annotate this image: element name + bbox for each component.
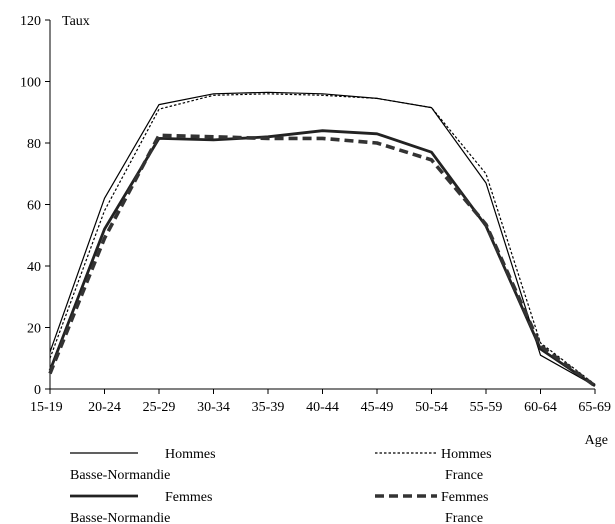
y-tick-label: 100 <box>20 76 41 91</box>
y-tick-label: 0 <box>34 383 41 398</box>
y-tick-label: 120 <box>20 14 41 29</box>
legend-label-line2: France <box>445 511 483 524</box>
legend-label-line1: Hommes <box>441 447 492 462</box>
x-tick-label: 60-64 <box>524 400 557 415</box>
y-tick-label: 80 <box>27 137 41 152</box>
y-axis-title: Taux <box>62 14 90 29</box>
legend-label-line1: Femmes <box>165 490 212 505</box>
x-tick-label: 25-29 <box>143 400 176 415</box>
x-tick-label: 15-19 <box>30 400 63 415</box>
x-tick-label: 45-49 <box>361 400 394 415</box>
series-path <box>49 91 596 387</box>
series-line-2 <box>49 93 596 385</box>
axes: 0 20 40 60 80 100 120 15-19 20-24 25-29 30-34 35-3… <box>20 14 611 448</box>
y-tick-label: 60 <box>27 199 41 214</box>
x-axis-title: Age <box>585 433 608 448</box>
x-tick-label: 40-44 <box>306 400 339 415</box>
legend-label-line2: Basse-Normandie <box>70 468 170 483</box>
x-tick-label: 55-59 <box>470 400 503 415</box>
y-tick-label: 40 <box>27 260 41 275</box>
x-tick-label: 20-24 <box>88 400 121 415</box>
series-path <box>49 93 596 385</box>
x-ticks: 15-19 20-24 25-29 30-34 35-39 40-44 45-49 50-54… <box>30 389 611 415</box>
legend: Hommes Basse-Normandie Hommes France Femmes B… <box>70 447 492 524</box>
legend-item-4: Femmes France <box>375 490 488 524</box>
legend-item-2: Hommes France <box>375 447 492 483</box>
x-tick-label: 35-39 <box>252 400 285 415</box>
legend-label-line2: Basse-Normandie <box>70 511 170 524</box>
legend-label-line1: Femmes <box>441 490 488 505</box>
x-tick-label: 65-69 <box>578 400 611 415</box>
y-ticks: 0 20 40 60 80 100 120 <box>20 14 50 398</box>
legend-label-line1: Hommes <box>165 447 216 462</box>
legend-item-3: Femmes Basse-Normandie <box>70 490 212 524</box>
x-tick-label: 30-34 <box>197 400 230 415</box>
series-path <box>48 133 597 388</box>
legend-label-line2: France <box>445 468 483 483</box>
series-layer <box>48 91 597 388</box>
series-line-4 <box>48 133 597 388</box>
y-tick-label: 20 <box>27 322 41 337</box>
series-line-1 <box>49 91 596 387</box>
legend-item-1: Hommes Basse-Normandie <box>70 447 216 483</box>
x-tick-label: 50-54 <box>415 400 448 415</box>
